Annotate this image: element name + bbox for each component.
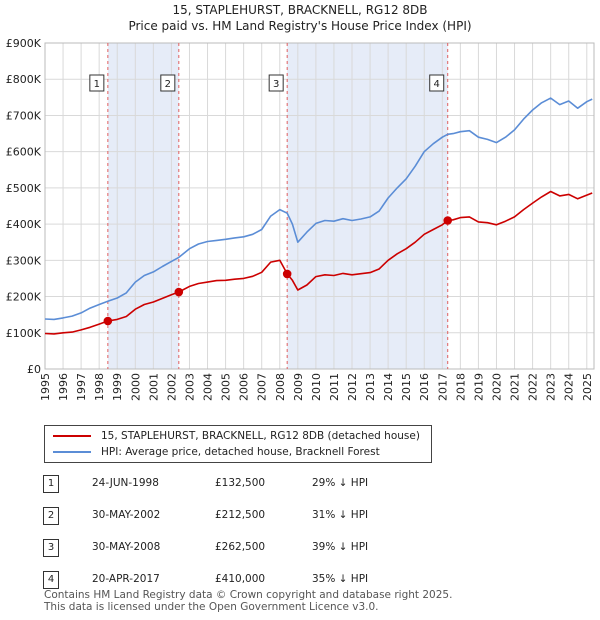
price-chart: 15, STAPLEHURST, BRACKNELL, RG12 8DB Pri… bbox=[6, 3, 595, 401]
sale-point bbox=[282, 269, 292, 279]
sale-badge: 3 bbox=[43, 539, 59, 557]
x-tick-label: 1998 bbox=[93, 373, 106, 401]
chart-title: 15, STAPLEHURST, BRACKNELL, RG12 8DB bbox=[172, 3, 427, 17]
x-tick-label: 1997 bbox=[75, 373, 88, 401]
x-tick-label: 2007 bbox=[256, 373, 269, 401]
sale-date: 30-MAY-2002 bbox=[92, 509, 161, 521]
x-tick-label: 2014 bbox=[382, 373, 395, 401]
sale-hpi-diff: 29% ↓ HPI bbox=[312, 477, 369, 489]
y-tick-label: £0 bbox=[27, 363, 41, 376]
y-tick-label: £200K bbox=[6, 291, 42, 304]
sale-row: 1 24-JUN-1998 £132,500 29% ↓ HPI bbox=[0, 475, 600, 495]
x-tick-label: 1996 bbox=[57, 373, 70, 401]
sale-hpi-diff: 31% ↓ HPI bbox=[312, 509, 369, 521]
sale-point bbox=[103, 316, 113, 326]
sale-badge: 1 bbox=[43, 475, 59, 493]
x-tick-label: 2003 bbox=[183, 373, 196, 401]
y-tick-label: £700K bbox=[6, 109, 42, 122]
chart-subtitle: Price paid vs. HM Land Registry's House … bbox=[128, 19, 471, 33]
sale-date: 24-JUN-1998 bbox=[92, 477, 159, 489]
legend-swatch-hpi bbox=[53, 451, 91, 453]
x-tick-label: 2008 bbox=[274, 373, 287, 401]
sale-row: 2 30-MAY-2002 £212,500 31% ↓ HPI bbox=[0, 507, 600, 527]
sale-point bbox=[174, 287, 184, 297]
sale-date: 20-APR-2017 bbox=[92, 573, 160, 585]
y-tick-label: £100K bbox=[6, 327, 42, 340]
sale-number-box bbox=[268, 74, 284, 92]
sale-price: £410,000 bbox=[215, 573, 266, 585]
footer: Contains HM Land Registry data © Crown c… bbox=[44, 589, 452, 613]
x-tick-label: 2016 bbox=[418, 373, 431, 401]
x-tick-label: 1995 bbox=[39, 373, 52, 401]
y-tick-label: £500K bbox=[6, 182, 42, 195]
sale-row: 3 30-MAY-2008 £262,500 39% ↓ HPI bbox=[0, 539, 600, 559]
x-tick-label: 2002 bbox=[165, 373, 178, 401]
x-tick-label: 2010 bbox=[310, 373, 323, 401]
footer-licence: This data is licensed under the Open Gov… bbox=[44, 601, 379, 613]
x-tick-label: 2023 bbox=[545, 373, 558, 401]
x-tick-label: 2000 bbox=[129, 373, 142, 401]
sale-number-label: 2 bbox=[165, 79, 171, 90]
x-tick-label: 2022 bbox=[527, 373, 540, 401]
x-tick-label: 2009 bbox=[292, 373, 305, 401]
x-tick-label: 2019 bbox=[472, 373, 485, 401]
hpi-line bbox=[44, 97, 593, 321]
x-tick-label: 2011 bbox=[328, 373, 341, 401]
y-tick-label: £400K bbox=[6, 218, 42, 231]
y-tick-label: £800K bbox=[6, 73, 42, 86]
legend-swatch-property bbox=[53, 435, 91, 437]
sale-number-box bbox=[429, 74, 445, 92]
sale-row: 4 20-APR-2017 £410,000 35% ↓ HPI bbox=[0, 571, 600, 591]
x-tick-label: 2005 bbox=[220, 373, 233, 401]
x-tick-label: 2017 bbox=[436, 373, 449, 401]
y-tick-label: £900K bbox=[6, 37, 42, 50]
x-tick-label: 2015 bbox=[400, 373, 413, 401]
sale-number-box bbox=[89, 74, 105, 92]
sale-number-label: 4 bbox=[434, 79, 440, 90]
sale-point bbox=[443, 216, 453, 225]
x-tick-label: 1999 bbox=[111, 373, 124, 401]
y-tick-label: £600K bbox=[6, 146, 42, 159]
footer-copyright: Contains HM Land Registry data © Crown c… bbox=[44, 589, 453, 601]
sale-badge: 2 bbox=[43, 507, 59, 525]
x-tick-label: 2018 bbox=[454, 373, 467, 401]
sale-price: £132,500 bbox=[215, 477, 266, 489]
sale-hpi-diff: 35% ↓ HPI bbox=[312, 573, 369, 585]
sale-number-box bbox=[160, 74, 176, 92]
property-price-line bbox=[44, 190, 593, 335]
sale-number-label: 3 bbox=[273, 79, 279, 90]
x-tick-label: 2004 bbox=[202, 373, 215, 401]
sale-date: 30-MAY-2008 bbox=[92, 541, 161, 553]
shaded-period bbox=[107, 43, 179, 369]
sale-price: £212,500 bbox=[215, 509, 266, 521]
plot-frame bbox=[44, 42, 595, 370]
legend-label-hpi: HPI: Average price, detached house, Brac… bbox=[101, 446, 380, 458]
sale-hpi-diff: 39% ↓ HPI bbox=[312, 541, 369, 553]
shaded-period bbox=[287, 43, 448, 369]
x-tick-label: 2001 bbox=[147, 373, 160, 401]
sale-number-label: 1 bbox=[94, 79, 100, 90]
sale-price: £262,500 bbox=[215, 541, 266, 553]
x-tick-label: 2020 bbox=[490, 373, 503, 401]
x-tick-label: 2012 bbox=[346, 373, 359, 401]
x-tick-label: 2024 bbox=[563, 373, 576, 401]
legend: 15, STAPLEHURST, BRACKNELL, RG12 8DB (de… bbox=[44, 425, 432, 463]
sale-badge: 4 bbox=[43, 571, 59, 589]
legend-label-property: 15, STAPLEHURST, BRACKNELL, RG12 8DB (de… bbox=[101, 430, 420, 442]
x-tick-label: 2006 bbox=[238, 373, 251, 401]
x-tick-label: 2013 bbox=[364, 373, 377, 401]
x-tick-label: 2021 bbox=[509, 373, 522, 401]
y-tick-label: £300K bbox=[6, 254, 42, 267]
x-tick-label: 2025 bbox=[581, 373, 594, 401]
